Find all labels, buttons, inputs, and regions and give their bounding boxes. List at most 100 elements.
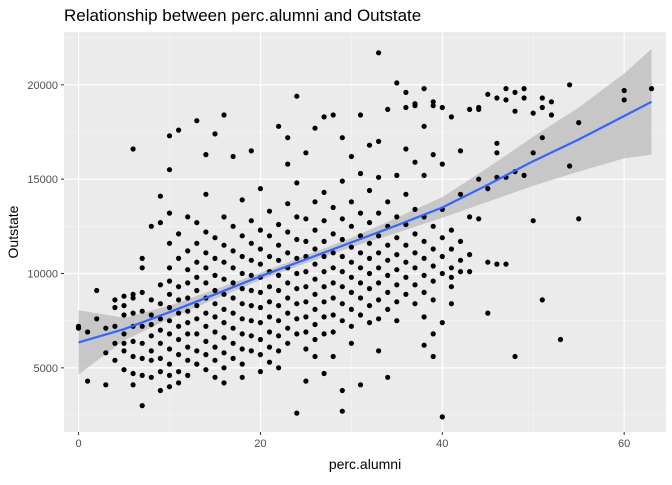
data-point (194, 274, 200, 280)
data-point (248, 218, 254, 224)
data-point (394, 252, 400, 258)
data-point (139, 372, 145, 378)
data-point (339, 135, 345, 141)
data-point (348, 259, 354, 265)
data-point (203, 323, 209, 329)
data-point (230, 310, 236, 316)
data-point (157, 369, 163, 375)
data-point (366, 255, 373, 261)
data-point (166, 372, 173, 378)
data-point (321, 284, 327, 290)
data-point (476, 216, 482, 222)
data-point (166, 167, 173, 173)
data-points (75, 50, 655, 420)
data-point (476, 176, 482, 182)
data-point (266, 344, 273, 350)
data-point (230, 248, 236, 254)
data-point (212, 357, 218, 363)
data-point (276, 318, 282, 324)
data-point (294, 316, 300, 322)
data-point (157, 301, 163, 307)
data-point (257, 261, 263, 267)
data-point (221, 259, 227, 265)
data-point (176, 323, 182, 329)
data-point (348, 274, 354, 280)
data-point (112, 357, 118, 363)
data-point (166, 384, 173, 390)
data-point (312, 125, 318, 131)
data-point (157, 355, 163, 361)
data-point (321, 314, 327, 320)
data-point (239, 197, 245, 203)
data-point (239, 253, 245, 260)
data-point (130, 370, 136, 377)
data-point (403, 274, 409, 280)
data-point (312, 336, 318, 343)
data-point (176, 297, 182, 303)
data-point (539, 95, 545, 101)
data-point (148, 223, 154, 229)
data-point (139, 403, 145, 409)
data-point (94, 287, 100, 294)
data-point (430, 99, 436, 105)
data-point (621, 97, 627, 103)
data-point (430, 152, 436, 158)
data-point (212, 235, 218, 241)
data-point (366, 142, 373, 148)
data-point (85, 329, 91, 335)
data-point (121, 348, 127, 354)
data-point (294, 301, 300, 307)
data-point (266, 314, 273, 320)
data-point (294, 410, 300, 416)
data-point (339, 269, 345, 275)
data-point (430, 353, 436, 360)
data-point (330, 112, 336, 118)
data-point (248, 287, 254, 294)
data-point (221, 291, 227, 297)
data-point (176, 369, 182, 375)
data-point (176, 336, 182, 343)
data-point (448, 227, 454, 233)
data-point (166, 265, 173, 271)
data-point (257, 186, 263, 192)
data-point (448, 274, 454, 280)
data-point (339, 408, 345, 414)
data-point (457, 257, 464, 263)
data-point (567, 82, 573, 88)
data-point (376, 316, 382, 322)
data-point (176, 231, 182, 237)
data-point (194, 220, 200, 226)
data-point (266, 359, 273, 365)
data-point (330, 280, 336, 286)
data-point (448, 246, 454, 252)
data-point (203, 367, 209, 373)
data-point (576, 120, 582, 126)
data-point (385, 289, 391, 295)
data-point (376, 50, 382, 56)
data-point (221, 350, 227, 356)
data-point (185, 214, 191, 220)
y-tick-label: 10000 (27, 269, 58, 281)
data-point (348, 244, 354, 250)
data-point (303, 314, 309, 320)
data-point (239, 301, 245, 307)
data-point (521, 172, 527, 178)
data-point (467, 214, 473, 220)
data-point (403, 242, 409, 248)
data-point (185, 295, 191, 301)
data-point (121, 340, 127, 346)
data-point (121, 293, 127, 299)
data-point (285, 250, 291, 256)
data-point (230, 265, 236, 271)
data-point (357, 250, 364, 256)
data-point (166, 240, 173, 246)
data-point (385, 374, 391, 380)
data-point (166, 210, 173, 216)
data-point (203, 280, 209, 286)
y-axis-ticks: 5000 10000 15000 20000 (27, 80, 64, 375)
data-point (448, 265, 454, 271)
data-point (230, 223, 236, 229)
data-point (112, 297, 118, 303)
data-point (421, 314, 427, 320)
